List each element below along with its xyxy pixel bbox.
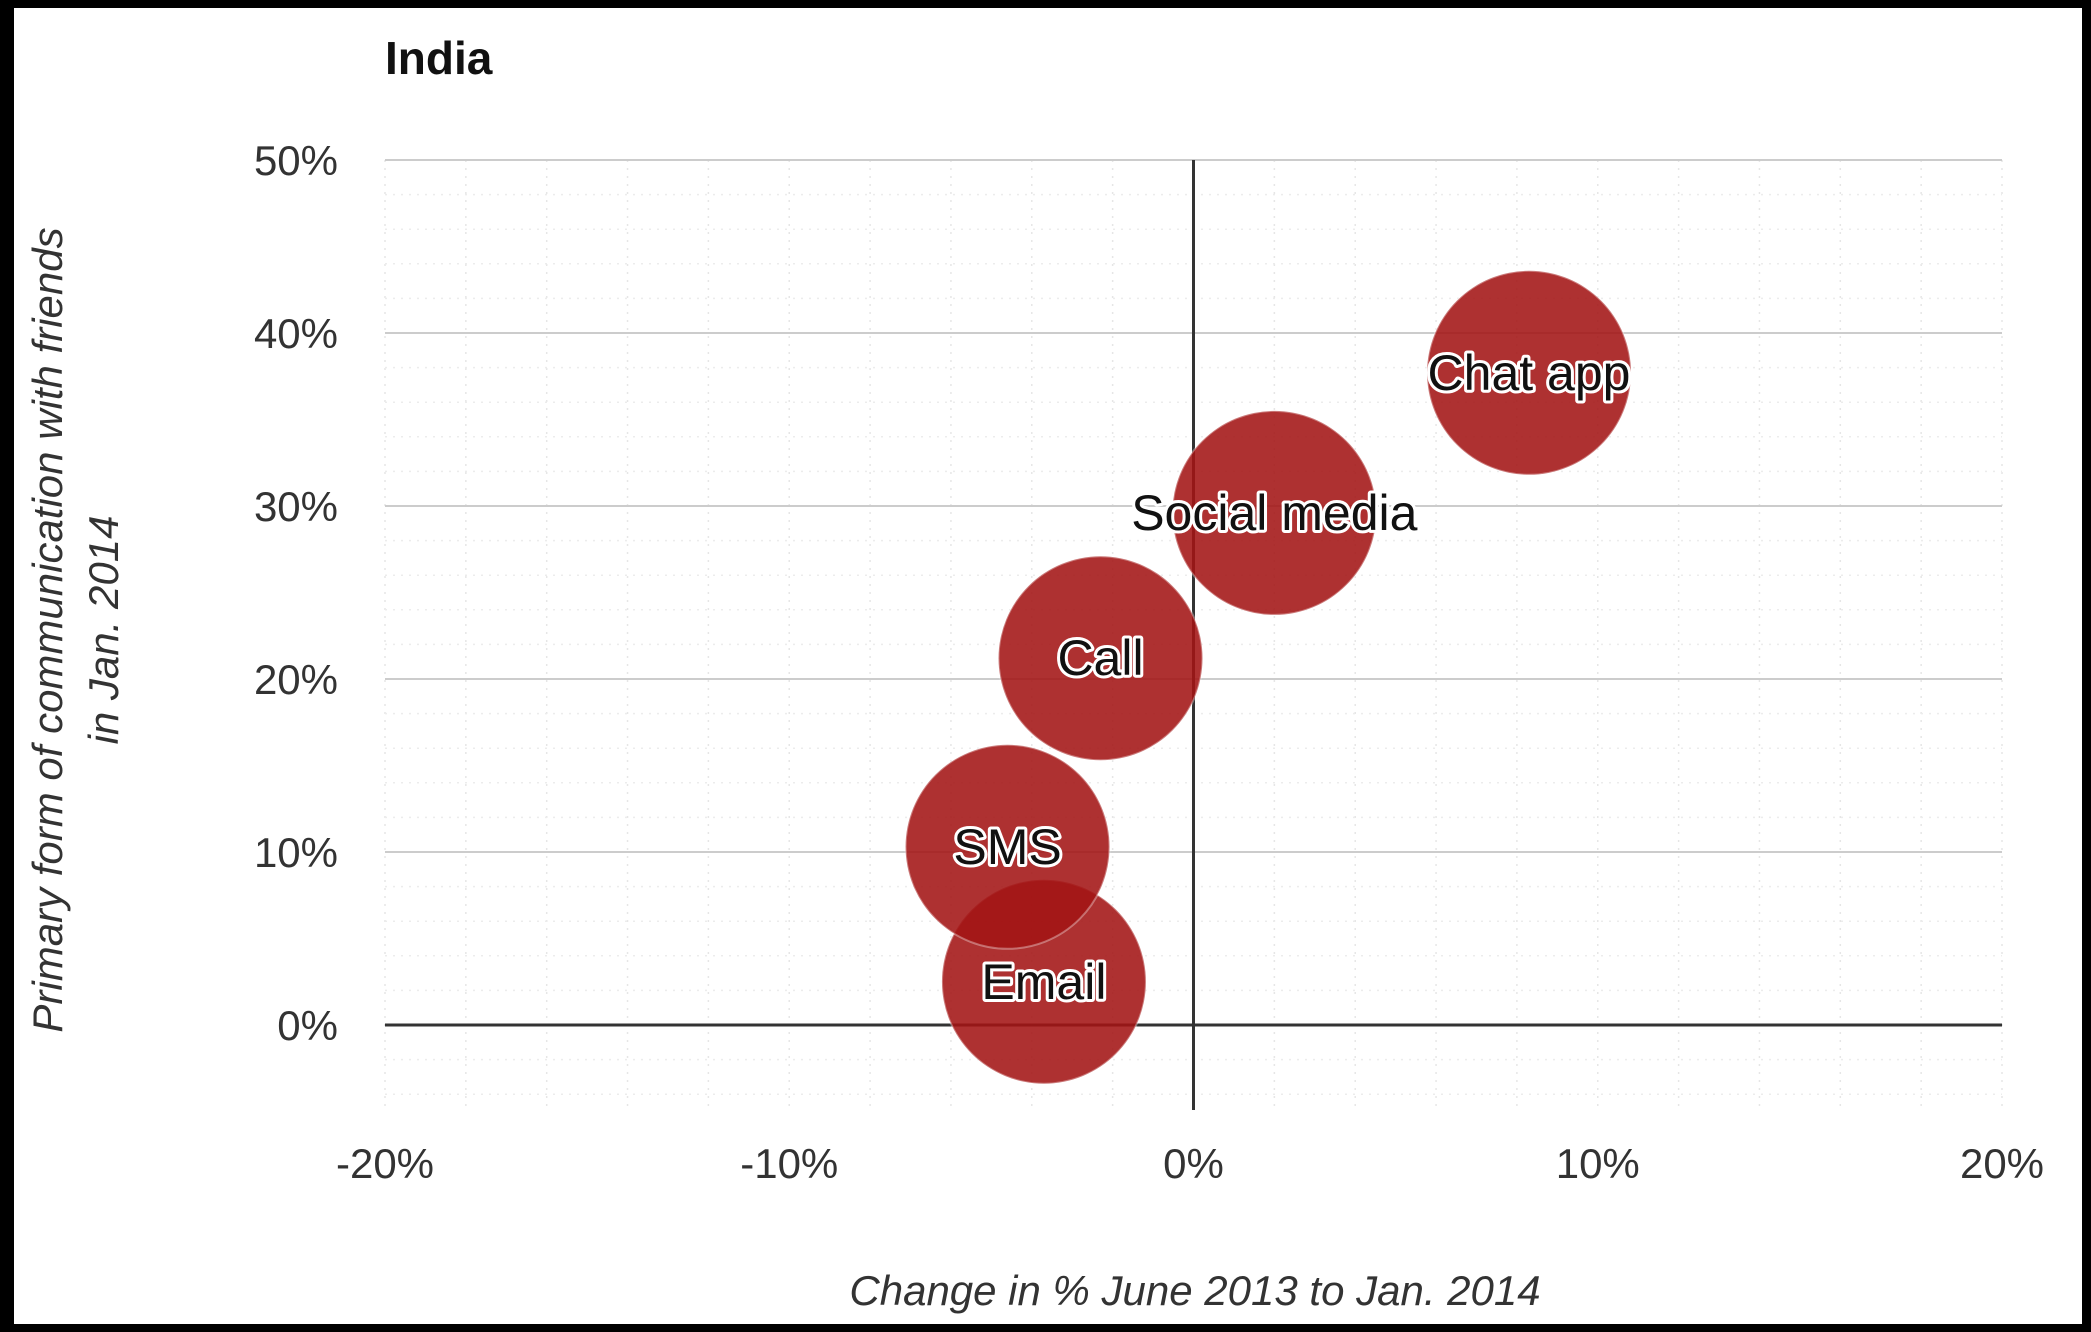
chart-title: India bbox=[385, 32, 493, 84]
bubble-call bbox=[997, 555, 1204, 762]
x-tick-label: 10% bbox=[1556, 1140, 1640, 1187]
bubble-sms bbox=[904, 743, 1111, 950]
bubble-chat-app bbox=[1426, 269, 1633, 476]
x-axis-title: Change in % June 2013 to Jan. 2014 bbox=[849, 1267, 1540, 1314]
y-tick-label: 40% bbox=[254, 310, 338, 357]
bubble-label-social-media: Social media bbox=[1131, 485, 1417, 541]
bubbles bbox=[904, 269, 1633, 1085]
bubble-label-sms: SMS bbox=[953, 819, 1061, 875]
x-tick-label: 0% bbox=[1163, 1140, 1224, 1187]
bubble-labels: Email SMS Call Social media Chat app bbox=[950, 342, 1633, 1013]
bubble-social-media bbox=[1171, 409, 1378, 616]
bubble-label-chat-app: Chat app bbox=[1428, 345, 1631, 401]
y-tick-label: 20% bbox=[254, 656, 338, 703]
y-tick-label: 0% bbox=[277, 1002, 338, 1049]
y-tick-label: 30% bbox=[254, 483, 338, 530]
bubble-label-email: Email bbox=[981, 954, 1106, 1010]
x-tick-label: 20% bbox=[1960, 1140, 2044, 1187]
x-tick-label: -20% bbox=[336, 1140, 434, 1187]
x-tick-label: -10% bbox=[740, 1140, 838, 1187]
tick-labels: 0% 10% 20% 30% 40% 50% -20% -10% 0% 10% 20% bbox=[254, 137, 2044, 1187]
y-tick-label: 50% bbox=[254, 137, 338, 184]
bubble-label-call: Call bbox=[1057, 630, 1143, 686]
y-axis-title-line-1: Primary form of communication with frien… bbox=[24, 227, 71, 1032]
y-axis-title-line-2: in Jan. 2014 bbox=[80, 516, 127, 745]
y-tick-label: 10% bbox=[254, 829, 338, 876]
